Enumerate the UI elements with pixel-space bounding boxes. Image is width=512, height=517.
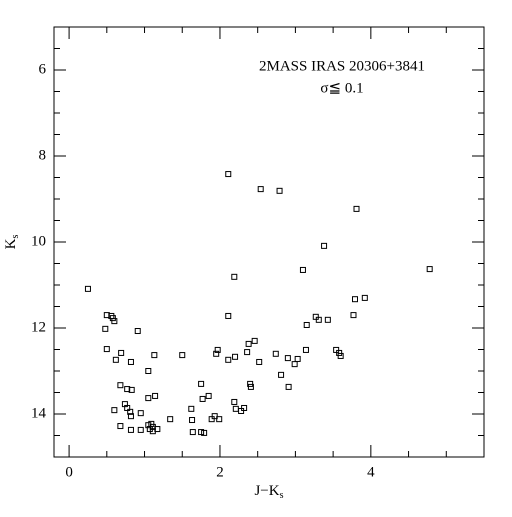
point xyxy=(256,358,263,365)
x-label-subscript: s xyxy=(280,490,284,501)
point xyxy=(102,325,109,332)
point xyxy=(128,386,135,393)
point xyxy=(149,428,156,435)
annotation: 2MASS IRAS 20306+3841 xyxy=(259,58,425,74)
plot-frame xyxy=(53,26,485,458)
point xyxy=(251,337,258,344)
point xyxy=(145,395,152,402)
point xyxy=(247,380,254,387)
point xyxy=(152,392,159,399)
point xyxy=(148,420,155,427)
point xyxy=(324,316,331,323)
point xyxy=(127,408,134,415)
point xyxy=(353,205,360,212)
y-label-text: K xyxy=(3,238,19,249)
point xyxy=(124,404,131,411)
x-tick-label: 2 xyxy=(216,464,224,480)
point xyxy=(167,416,174,423)
point xyxy=(231,398,238,405)
point xyxy=(201,429,208,436)
point xyxy=(336,349,343,356)
point xyxy=(257,186,264,193)
y-label-subscript: s xyxy=(10,235,21,239)
point xyxy=(188,405,195,412)
point xyxy=(225,171,232,178)
point xyxy=(291,361,298,368)
point xyxy=(225,356,232,363)
point xyxy=(225,312,232,319)
point xyxy=(312,313,319,320)
y-axis-label: Ks xyxy=(3,235,21,250)
point xyxy=(350,312,357,319)
point xyxy=(303,321,310,328)
point xyxy=(284,355,291,362)
point xyxy=(211,413,218,420)
point xyxy=(117,382,124,389)
y-tick-label: 10 xyxy=(31,233,46,249)
point xyxy=(111,407,118,414)
point xyxy=(232,353,239,360)
point xyxy=(103,346,110,353)
point xyxy=(247,383,254,390)
point xyxy=(145,368,152,374)
point xyxy=(198,429,205,436)
point xyxy=(238,407,245,414)
point xyxy=(361,294,368,301)
point xyxy=(276,187,283,194)
point xyxy=(127,358,134,365)
point xyxy=(179,352,186,359)
x-axis-label: J−Ks xyxy=(254,483,283,501)
point xyxy=(127,413,134,420)
point xyxy=(189,429,196,436)
point xyxy=(199,395,206,402)
point xyxy=(117,423,124,430)
point xyxy=(118,349,125,356)
point xyxy=(213,350,220,357)
point xyxy=(426,266,433,273)
point xyxy=(244,349,251,356)
x-tick-label: 0 xyxy=(65,464,73,480)
point xyxy=(232,405,239,412)
point xyxy=(134,328,141,335)
point xyxy=(208,416,215,423)
y-tick-label: 6 xyxy=(39,61,47,77)
point xyxy=(245,340,252,347)
point xyxy=(151,352,158,359)
point xyxy=(294,355,301,362)
point xyxy=(302,346,309,353)
point xyxy=(352,296,358,303)
point xyxy=(112,356,119,363)
point xyxy=(216,416,223,423)
x-label-text: J−K xyxy=(254,483,279,499)
point xyxy=(321,242,328,249)
point xyxy=(337,352,344,359)
y-tick-label: 8 xyxy=(39,147,47,163)
point xyxy=(333,346,340,353)
point xyxy=(198,380,205,387)
x-tick-label: 4 xyxy=(367,464,375,480)
point xyxy=(137,410,144,417)
point xyxy=(278,371,285,378)
y-tick-label: 12 xyxy=(31,319,46,335)
point xyxy=(137,426,144,433)
point xyxy=(127,426,134,433)
point xyxy=(214,346,221,353)
point xyxy=(285,383,292,390)
point xyxy=(231,273,238,280)
annotation: σ≦ 0.1 xyxy=(320,80,363,96)
point xyxy=(315,316,322,323)
point xyxy=(299,266,306,273)
point xyxy=(272,350,279,357)
point xyxy=(205,392,212,399)
point xyxy=(189,417,196,424)
y-tick-label: 14 xyxy=(31,405,47,421)
point xyxy=(84,285,91,292)
point xyxy=(109,315,116,322)
point xyxy=(241,404,248,411)
point xyxy=(111,318,118,325)
